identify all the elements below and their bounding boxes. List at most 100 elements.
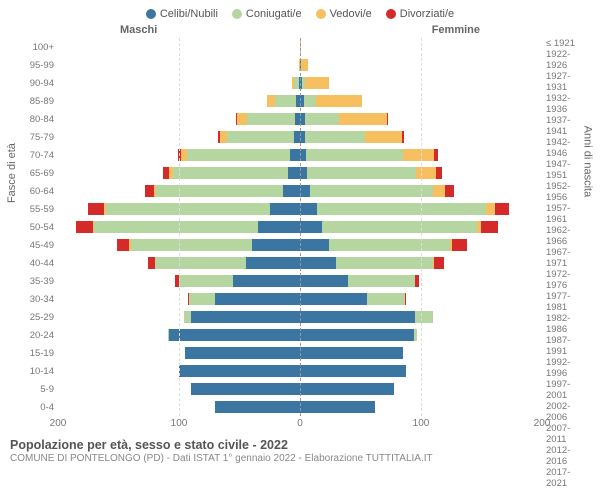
segment-married — [305, 131, 366, 144]
segment-widowed — [486, 203, 494, 216]
segment-married — [336, 257, 433, 270]
segment-divorced — [387, 113, 388, 126]
segment-married — [156, 185, 283, 198]
age-row — [58, 398, 542, 416]
birth-year-label: 1922-1926 — [546, 49, 590, 71]
segment-single — [300, 257, 336, 270]
segment-single — [300, 167, 307, 180]
chart-subtitle: COMUNE DI PONTELONGO (PD) - Dati ISTAT 1… — [10, 453, 590, 464]
population-pyramid-chart: Celibi/Nubili Coniugati/e Vedovi/e Divorzia… — [0, 0, 600, 500]
segment-married — [275, 95, 297, 108]
age-row — [58, 308, 542, 326]
segment-married — [322, 221, 477, 234]
segment-divorced — [148, 257, 155, 270]
segment-single — [179, 365, 300, 378]
segment-single — [215, 401, 300, 414]
female-bar — [300, 362, 542, 380]
segment-married — [307, 167, 416, 180]
segment-married — [310, 185, 433, 198]
female-bar — [300, 236, 542, 254]
age-label: 0-4 — [10, 398, 54, 416]
legend-item: Coniugati/e — [232, 8, 302, 20]
female-bar — [300, 110, 542, 128]
segment-divorced — [434, 149, 438, 162]
segment-divorced — [402, 131, 404, 144]
x-tick-label: 100 — [171, 418, 188, 429]
age-label: 25-29 — [10, 308, 54, 326]
segment-single — [300, 329, 414, 342]
y-axis-birth-labels: ≤ 19211922-19261927-19311932-19361937-19… — [542, 38, 590, 416]
segment-married — [179, 275, 233, 288]
age-label: 90-94 — [10, 74, 54, 92]
segment-married — [187, 149, 290, 162]
female-bar — [300, 380, 542, 398]
segment-married — [131, 239, 252, 252]
birth-year-label: 1927-1931 — [546, 71, 590, 93]
segment-married — [414, 329, 418, 342]
legend-item: Celibi/Nubili — [146, 8, 218, 20]
segment-divorced — [405, 293, 406, 306]
age-label: 35-39 — [10, 272, 54, 290]
segment-widowed — [339, 113, 387, 126]
male-bar — [58, 398, 300, 416]
segment-married — [305, 113, 339, 126]
male-bar — [58, 74, 300, 92]
segment-single — [258, 221, 300, 234]
birth-year-label: 2007-2011 — [546, 423, 590, 445]
age-row — [58, 344, 542, 362]
age-label: 95-99 — [10, 56, 54, 74]
segment-married — [348, 275, 415, 288]
segment-married — [106, 203, 269, 216]
female-bar — [300, 74, 542, 92]
segment-single — [300, 293, 367, 306]
y-axis-age-labels: 100+95-9990-9485-8980-8475-7970-7465-696… — [10, 38, 58, 416]
male-label: Maschi — [120, 24, 157, 36]
age-row — [58, 236, 542, 254]
age-row — [58, 92, 542, 110]
birth-year-label: 1977-1981 — [546, 291, 590, 313]
female-bar — [300, 200, 542, 218]
male-bar — [58, 218, 300, 236]
segment-married — [329, 239, 450, 252]
male-bar — [58, 326, 300, 344]
segment-divorced — [117, 239, 129, 252]
male-bar — [58, 290, 300, 308]
male-bar — [58, 164, 300, 182]
age-row — [58, 164, 542, 182]
age-label: 10-14 — [10, 362, 54, 380]
segment-married — [415, 311, 433, 324]
age-row — [58, 218, 542, 236]
segment-married — [306, 149, 403, 162]
y-axis-right-title: Anni di nascita — [582, 126, 594, 198]
age-row — [58, 56, 542, 74]
segment-widowed — [301, 59, 308, 72]
legend-label: Vedovi/e — [330, 8, 372, 20]
segment-single — [191, 311, 300, 324]
age-row — [58, 128, 542, 146]
y-axis-left-title: Fasce di età — [6, 143, 18, 203]
segment-single — [270, 203, 300, 216]
birth-year-label: 1967-1971 — [546, 247, 590, 269]
segment-widowed — [316, 95, 362, 108]
segment-divorced — [434, 257, 444, 270]
age-row — [58, 380, 542, 398]
male-bar — [58, 344, 300, 362]
birth-year-label: 1972-1976 — [546, 269, 590, 291]
male-bar — [58, 362, 300, 380]
segment-divorced — [436, 167, 442, 180]
segment-single — [300, 203, 317, 216]
female-bar — [300, 146, 542, 164]
x-tick-label: 200 — [534, 418, 551, 429]
male-bar — [58, 380, 300, 398]
age-row — [58, 146, 542, 164]
male-bar — [58, 128, 300, 146]
legend-item: Divorziati/e — [386, 8, 454, 20]
segment-single — [300, 239, 329, 252]
segment-single — [215, 293, 300, 306]
male-bar — [58, 38, 300, 56]
segment-single — [185, 347, 300, 360]
segment-single — [300, 311, 415, 324]
segment-widowed — [403, 149, 434, 162]
age-row — [58, 254, 542, 272]
age-label: 85-89 — [10, 92, 54, 110]
